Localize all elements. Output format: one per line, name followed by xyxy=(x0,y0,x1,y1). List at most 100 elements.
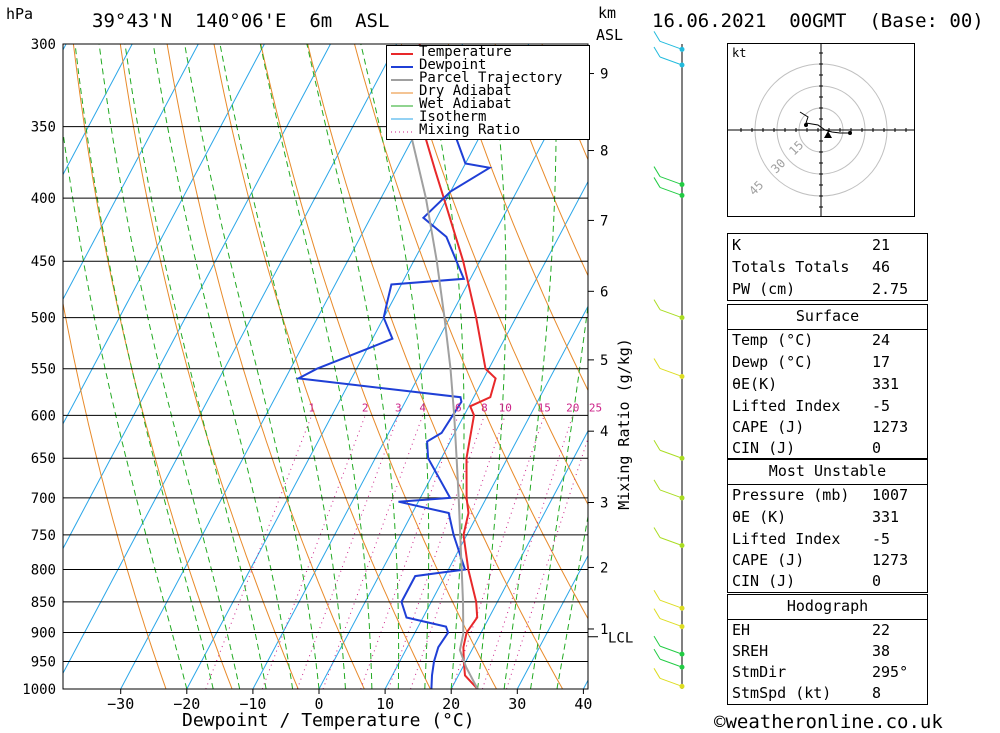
indices-top-panel: K 21 Totals Totals 46 PW (cm) 2.75 xyxy=(727,233,928,301)
legend-parcel: Parcel Trajectory xyxy=(419,70,563,86)
divider xyxy=(728,484,927,485)
km-tick-label: 1 xyxy=(600,622,608,638)
isotherm-line xyxy=(63,44,398,675)
most-unstable-row: Lifted Index -5 xyxy=(728,528,927,550)
index-label: Pressure (mb) xyxy=(732,486,850,504)
pressure-tick-label: 750 xyxy=(31,528,56,544)
index-value: 0 xyxy=(872,439,882,457)
hodograph-indices-title: Hodograph xyxy=(786,597,869,615)
pressure-tick-label: 900 xyxy=(31,626,56,642)
hodograph-row: SREH 38 xyxy=(728,640,927,662)
plot-frame xyxy=(62,43,589,690)
surface-row: Temp (°C) 24 xyxy=(728,329,927,351)
mixing-ratio-label: 15 xyxy=(538,401,551,414)
hodograph-panel: 15 30 45 kt xyxy=(727,43,915,217)
station-location: 39°43'N 140°06'E 6m ASL xyxy=(92,10,390,32)
index-label: StmSpd (kt) xyxy=(732,684,832,702)
index-label: θE (K) xyxy=(732,508,787,526)
parcel-trajectory-line xyxy=(392,61,479,689)
wet-adiabat-line xyxy=(503,44,557,689)
wind-barb-shaft xyxy=(659,186,683,196)
most-unstable-title: Most Unstable xyxy=(768,462,887,480)
surface-row: θE(K) 331 xyxy=(728,373,927,395)
wind-barb-flag xyxy=(653,589,661,601)
mixing-ratio-label: 20 xyxy=(566,401,579,414)
wind-barb-flag xyxy=(653,46,661,58)
legend-isotherm: Isotherm xyxy=(419,109,487,125)
index-label: PW (cm) xyxy=(732,280,796,298)
hodograph-unit-label: kt xyxy=(732,46,747,60)
isotherm-line xyxy=(384,305,588,689)
most-unstable-panel: Most Unstable Pressure (mb) 1007 θE (K) 33… xyxy=(727,459,928,593)
wind-barb-flag xyxy=(653,439,661,451)
pressure-unit-label: hPa xyxy=(6,5,34,23)
x-tick-label: 40 xyxy=(574,695,592,713)
most-unstable-row: CAPE (J) 1273 xyxy=(728,549,927,571)
km-tick-label: 5 xyxy=(600,353,608,369)
x-tick-label: 10 xyxy=(376,695,394,713)
mixing-ratio-label: 1 xyxy=(308,401,315,414)
pressure-tick-label: 550 xyxy=(31,362,56,378)
pressure-tick-label: 300 xyxy=(31,37,56,53)
dewpoint-line xyxy=(295,61,493,689)
mixing-ratio-label: 25 xyxy=(589,401,602,414)
index-value: 17 xyxy=(872,353,891,371)
divider xyxy=(728,619,927,620)
legend-dewpoint: Dewpoint xyxy=(419,57,487,73)
isotherm-line xyxy=(516,554,588,689)
isotherm-line xyxy=(120,44,464,689)
surface-row: CAPE (J) 1273 xyxy=(728,416,927,438)
wind-barb-flag xyxy=(653,479,661,491)
mixing-ratio-line xyxy=(322,415,424,689)
asl-label: ASL xyxy=(596,26,624,44)
pressure-tick-label: 700 xyxy=(31,491,56,507)
skewt-chart: 1 2 3 4 6 8 10 15 20 2530035040045050055060065070… xyxy=(22,31,685,713)
divider xyxy=(728,329,927,330)
x-tick-label: −20 xyxy=(173,695,200,713)
wet-adiabat-line xyxy=(360,44,430,689)
index-label: CIN (J) xyxy=(732,572,796,590)
chart-legend: Temperature Dewpoint Parcel Trajectory D… xyxy=(386,45,590,140)
isotherm-line xyxy=(252,55,588,689)
copyright-footer[interactable]: ©weatheronline.co.uk xyxy=(714,711,943,733)
wind-barb-shaft xyxy=(659,658,683,668)
wind-barb-flag xyxy=(653,166,661,177)
wind-barb-flag xyxy=(653,635,661,647)
dry-adiabat-line xyxy=(400,44,588,506)
hodograph-point-end xyxy=(848,131,852,135)
index-value: 24 xyxy=(872,331,891,349)
isotherm-line xyxy=(318,180,588,689)
most-unstable-row: Pressure (mb) 1007 xyxy=(728,484,927,506)
isotherm-line xyxy=(63,44,265,425)
dry-adiabat-line xyxy=(260,44,497,689)
index-value: 1273 xyxy=(872,551,909,569)
wind-barb-shaft xyxy=(659,489,683,499)
hodograph-ring-label-15: 15 xyxy=(786,138,806,158)
index-label: CIN (J) xyxy=(732,439,796,457)
wind-barb-shaft xyxy=(659,645,683,655)
lcl-label: LCL xyxy=(608,631,633,647)
wet-adiabat-line xyxy=(184,44,320,689)
mixing-ratio-label: 2 xyxy=(362,401,369,414)
hodograph-plot: 15 30 45 xyxy=(728,44,914,216)
legend-mixing-ratio: Mixing Ratio xyxy=(419,122,521,138)
hodograph-row: StmSpd (kt) 8 xyxy=(728,682,927,704)
index-value: -5 xyxy=(872,397,891,415)
pressure-tick-label: 800 xyxy=(31,562,56,578)
dry-adiabat-line xyxy=(494,44,588,277)
wind-barb-shaft xyxy=(659,309,683,319)
wind-barb-flag xyxy=(653,527,661,538)
index-value: 331 xyxy=(872,508,900,526)
x-axis-label: Dewpoint / Temperature (°C) xyxy=(182,710,475,731)
index-value: 46 xyxy=(872,258,891,276)
temperature-line xyxy=(414,44,497,689)
wind-barb-shaft xyxy=(659,599,683,609)
mixing-ratio-line xyxy=(451,415,545,689)
km-label: km xyxy=(598,4,617,22)
wind-barb-flag xyxy=(653,358,661,369)
index-label: EH xyxy=(732,621,751,639)
wind-barb-flag xyxy=(653,299,661,310)
index-row-k: K 21 xyxy=(728,234,927,256)
wind-barb-shaft xyxy=(659,537,683,546)
mixing-ratio-label: 10 xyxy=(499,401,512,414)
